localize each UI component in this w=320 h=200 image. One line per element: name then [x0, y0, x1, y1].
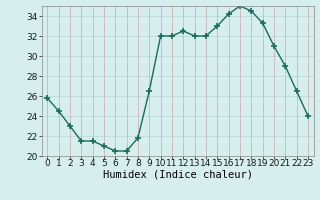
X-axis label: Humidex (Indice chaleur): Humidex (Indice chaleur)	[103, 169, 252, 179]
